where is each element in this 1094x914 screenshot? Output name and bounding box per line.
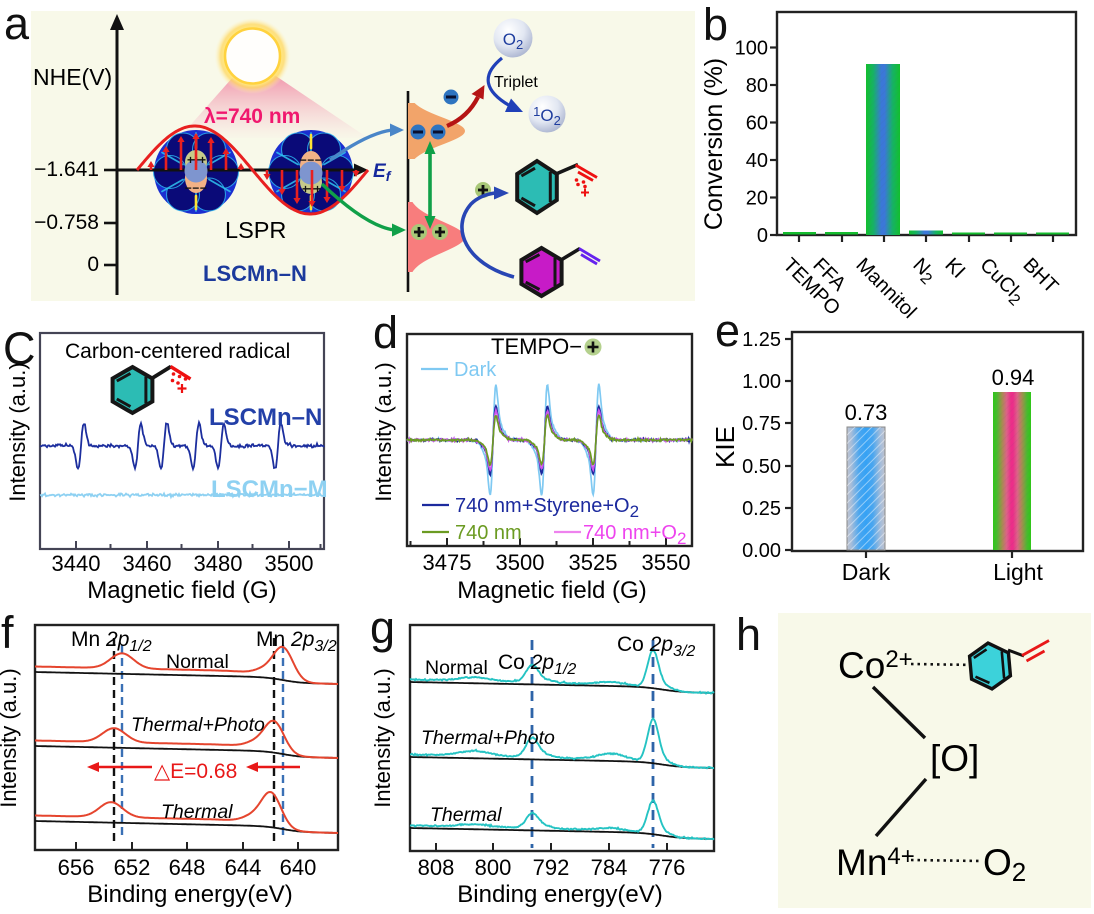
svg-text:3500: 3500 [265,551,314,576]
svg-text:3475: 3475 [423,550,472,575]
svg-text:1.00: 1.00 [742,371,781,393]
svg-text:CuCl2: CuCl2 [973,254,1028,309]
svg-text:776: 776 [649,855,686,880]
svg-text:−0.758: −0.758 [34,211,99,234]
svg-text:740 nm+Styrene+O2: 740 nm+Styrene+O2 [455,495,639,521]
svg-text:Binding energy(eV): Binding energy(eV) [457,881,662,908]
svg-text:BHT: BHT [1018,254,1062,298]
svg-text:LSPR: LSPR [225,217,286,243]
svg-text:Binding energy(eV): Binding energy(eV) [87,881,292,908]
svg-text:f: f [1,607,14,658]
svg-text:Co 2p1/2: Co 2p1/2 [498,651,576,678]
svg-text:740 nm: 740 nm [455,522,522,544]
svg-text:Dark: Dark [842,559,891,585]
svg-text:Thermal: Thermal [161,801,233,823]
svg-text:Intensity (a.u.): Intensity (a.u.) [5,362,30,501]
svg-text:[O]: [O] [930,738,979,779]
svg-text:λ=740 nm: λ=740 nm [204,105,300,128]
svg-text:Thermal+Photo: Thermal+Photo [131,714,265,736]
svg-text:100: 100 [735,38,768,60]
svg-text:Mn 2p3/2: Mn 2p3/2 [256,628,337,655]
svg-text:808: 808 [418,855,455,880]
svg-text:3500: 3500 [496,550,545,575]
svg-text:Light: Light [993,559,1043,585]
svg-text:0: 0 [87,253,99,276]
svg-text:Thermal: Thermal [430,804,502,826]
svg-text:0: 0 [757,225,768,247]
svg-text:656: 656 [58,855,95,880]
svg-text:e: e [715,305,740,356]
svg-text:0.75: 0.75 [742,413,781,435]
svg-text:0.73: 0.73 [845,400,888,425]
svg-text:d: d [373,307,398,358]
svg-text:0.94: 0.94 [992,365,1035,390]
svg-text:Intensity (a.u.): Intensity (a.u.) [0,668,21,807]
svg-text:LSCMn–N: LSCMn–N [203,261,307,286]
svg-text:NHE(V): NHE(V) [33,64,112,90]
svg-text:Magnetic field (G): Magnetic field (G) [457,577,646,604]
svg-text:Mn 2p1/2: Mn 2p1/2 [71,628,152,655]
svg-text:640: 640 [280,855,317,880]
svg-text:KI: KI [940,254,969,283]
svg-text:N2: N2 [906,254,940,288]
svg-text:Carbon-centered radical: Carbon-centered radical [65,340,290,363]
svg-text:Normal: Normal [166,651,229,673]
svg-text:1O2: 1O2 [533,104,561,128]
svg-text:3525: 3525 [569,550,618,575]
svg-text:h: h [736,609,761,660]
svg-text:792: 792 [533,855,570,880]
svg-text:3480: 3480 [194,551,243,576]
svg-text:Mannitol: Mannitol [851,254,920,323]
svg-text:TEMPO−: TEMPO− [491,334,582,359]
svg-text:Thermal+Photo: Thermal+Photo [421,727,555,749]
svg-text:Triplet: Triplet [494,74,538,91]
svg-text:1.25: 1.25 [742,329,781,351]
svg-text:Intensity (a.u.): Intensity (a.u.) [371,362,396,501]
svg-text:80: 80 [746,75,768,97]
svg-text:0.50: 0.50 [742,456,781,478]
svg-text:648: 648 [169,855,206,880]
svg-text:LSCMn−M: LSCMn−M [211,476,328,503]
svg-text:652: 652 [114,855,151,880]
svg-text:KIE: KIE [710,426,740,468]
svg-text:Intensity (a.u.): Intensity (a.u.) [370,668,395,807]
svg-text:3460: 3460 [123,551,172,576]
svg-text:Magnetic field (G): Magnetic field (G) [87,577,276,604]
svg-text:C: C [3,323,36,374]
svg-text:0.00: 0.00 [742,540,781,562]
svg-text:−1.641: −1.641 [34,158,99,181]
svg-text:60: 60 [746,113,768,135]
svg-text:784: 784 [591,855,628,880]
svg-text:3440: 3440 [52,551,101,576]
svg-text:−−−: −−− [185,181,208,195]
svg-text:Conversion (%): Conversion (%) [700,58,728,230]
svg-text:b: b [703,0,728,50]
svg-text:800: 800 [475,855,512,880]
svg-text:a: a [4,0,30,49]
svg-text:LSCMn–N: LSCMn–N [209,404,322,431]
svg-text:g: g [370,602,395,653]
svg-text:△E=0.68: △E=0.68 [154,760,237,783]
svg-text:20: 20 [746,188,768,210]
svg-text:Normal: Normal [425,657,488,679]
svg-text:Co 2p3/2: Co 2p3/2 [617,633,695,660]
svg-text:644: 644 [225,855,262,880]
svg-text:740 nm+O2: 740 nm+O2 [583,522,686,548]
svg-text:0.25: 0.25 [742,498,781,520]
svg-text:3550: 3550 [642,550,691,575]
svg-text:Dark: Dark [454,359,497,381]
svg-text:−−−: −−− [300,153,323,167]
svg-text:40: 40 [746,150,768,172]
